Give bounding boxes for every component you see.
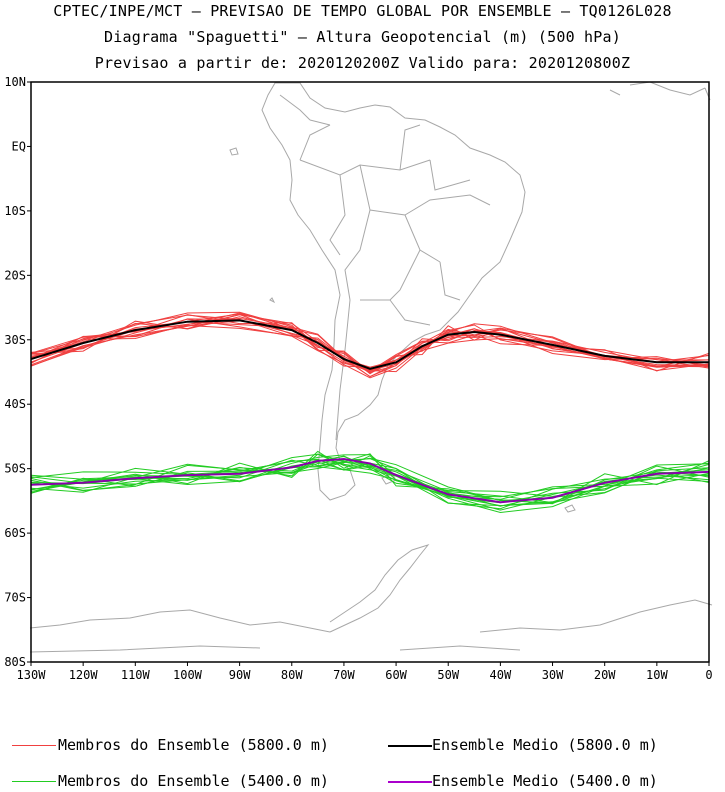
red-members-line [30,314,710,371]
legend-red-swatch [12,745,56,746]
legend-purple-swatch [388,781,432,783]
lon-tick-label: 90W [229,668,251,682]
lat-tick-label: 50S [4,462,26,476]
lat-tick-label: 40S [4,397,26,411]
red-members-line [30,318,710,372]
lat-tick-label: 20S [4,268,26,282]
red-members-line [30,324,710,379]
lon-tick-label: 20W [594,668,616,682]
green-members-line [30,459,710,514]
green-members-line [30,455,710,497]
legend-red-members: Membros do Ensemble (5800.0 m) [58,736,329,754]
south-america-coastline [261,82,526,501]
lat-tick-label: 60S [4,526,26,540]
red-members-line [30,312,710,373]
title-line-1: CPTEC/INPE/MCT – PREVISAO DE TEMPO GLOBA… [53,2,672,20]
lon-tick-label: 80W [281,668,303,682]
lon-tick-label: 110W [121,668,151,682]
lon-tick-label: 10W [646,668,668,682]
lon-tick-label: 130W [17,668,47,682]
lat-tick-label: 30S [4,333,26,347]
legend-green-members: Membros do Ensemble (5400.0 m) [58,772,329,790]
lat-tick-label: EQ [12,139,26,153]
lon-tick-label: 100W [173,668,203,682]
lon-tick-label: 40W [490,668,512,682]
title-line-3: Previsao a partir de: 2020120200Z Valido… [94,54,631,72]
lat-tick-label: 10S [4,204,26,218]
lat-tick-label: 80S [4,655,26,669]
map-frame [30,81,710,663]
green-members-line [30,454,710,507]
legend-black-swatch [388,745,432,747]
lon-tick-label: 30W [542,668,564,682]
lat-tick-label: 70S [4,591,26,605]
legend-green-swatch [12,781,56,782]
lon-tick-label: 0 [705,668,712,682]
antarctica-coastline [329,544,430,633]
lon-tick-label: 120W [69,668,99,682]
legend-purple-mean: Ensemble Medio (5400.0 m) [432,772,658,790]
lon-tick-label: 70W [333,668,355,682]
legend-black-mean: Ensemble Medio (5800.0 m) [432,736,658,754]
lon-tick-label: 50W [437,668,459,682]
ensemble-mean-5800-line [30,319,709,370]
lat-tick-label: 10N [4,75,26,89]
coastline-outlines [29,81,713,653]
red-members-line [30,314,710,375]
green-members-line [30,458,710,510]
red-members-line [30,311,710,368]
green-members-line [30,453,710,498]
ensemble-mean-5400-line [30,457,710,504]
title-line-2: Diagrama "Spaguetti" – Altura Geopotenci… [104,28,621,46]
lon-tick-label: 60W [385,668,407,682]
